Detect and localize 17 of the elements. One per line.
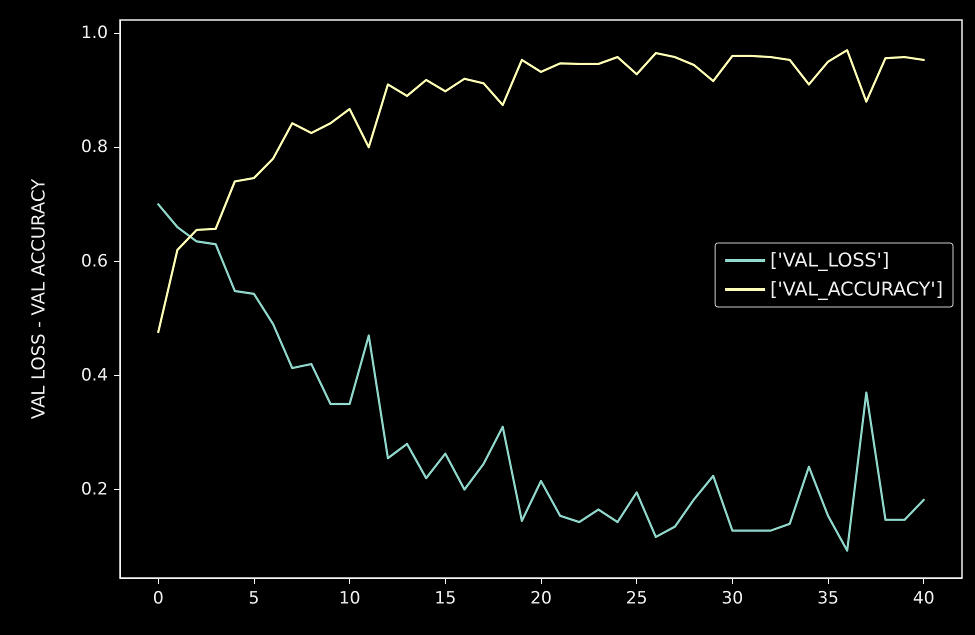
legend-label: ['VAL_ACCURACY'] <box>770 278 943 300</box>
x-tick-label: 10 <box>338 588 360 608</box>
x-tick-label: 40 <box>912 588 935 608</box>
y-tick-label: 1.0 <box>80 23 108 44</box>
x-tick-label: 5 <box>248 588 260 608</box>
y-tick-label: 0.6 <box>80 251 108 272</box>
x-tick-label: 0 <box>152 588 164 608</box>
y-tick-label: 0.4 <box>80 365 108 386</box>
legend-label: ['VAL_LOSS'] <box>770 250 890 272</box>
y-axis-title: VAL LOSS - VAL ACCURACY <box>28 178 50 420</box>
x-tick-label: 20 <box>530 588 552 608</box>
x-tick-label: 15 <box>434 588 456 608</box>
y-tick-label: 0.2 <box>80 480 108 500</box>
x-tick-label: 25 <box>626 588 648 608</box>
y-tick-label: 0.8 <box>80 137 108 158</box>
x-tick-label: 35 <box>817 588 839 608</box>
x-tick-label: 30 <box>722 588 744 608</box>
